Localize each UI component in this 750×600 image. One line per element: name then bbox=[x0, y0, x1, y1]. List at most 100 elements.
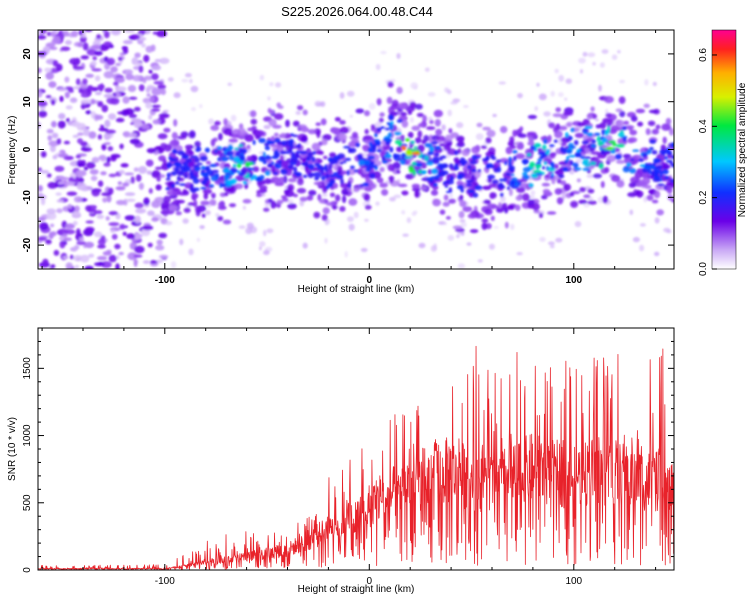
spectrogram-cell bbox=[74, 57, 81, 66]
spectrogram-cell bbox=[504, 221, 509, 229]
spectrogram-cell bbox=[370, 124, 376, 130]
spectrogram-cell bbox=[669, 178, 674, 183]
spectrogram-cell bbox=[430, 141, 438, 145]
spectrogram-cell bbox=[446, 148, 457, 156]
spectrogram-cell bbox=[491, 179, 499, 185]
spectrogram-cell bbox=[427, 150, 435, 156]
spectrogram-cell bbox=[199, 104, 203, 109]
spectrogram-cell bbox=[608, 140, 616, 144]
spectrogram-cell bbox=[530, 190, 536, 196]
spectrogram-cell bbox=[179, 166, 186, 171]
spectrogram-y-tick-label: 10 bbox=[22, 96, 33, 108]
spectrogram-cell bbox=[439, 209, 446, 215]
spectrogram-cell bbox=[134, 215, 141, 224]
spectrogram-cell bbox=[105, 216, 110, 221]
spectrogram-cell bbox=[401, 190, 409, 196]
spectrogram-cell bbox=[626, 162, 632, 168]
spectrogram-cell bbox=[364, 204, 372, 210]
spectrogram-cell bbox=[328, 174, 337, 178]
spectrogram-cell bbox=[102, 251, 112, 256]
spectrogram-cell bbox=[146, 93, 151, 97]
spectrogram-cell bbox=[490, 154, 495, 159]
spectrogram-cell bbox=[578, 199, 588, 204]
spectrogram-cell bbox=[108, 113, 117, 120]
spectrogram-cell bbox=[381, 155, 386, 162]
spectrogram-cell bbox=[606, 146, 614, 151]
spectrogram-cell bbox=[224, 192, 229, 197]
spectrogram-cell bbox=[236, 163, 242, 168]
spectrogram-cell bbox=[188, 248, 194, 256]
spectrogram-cell bbox=[606, 123, 611, 128]
spectrogram-cell bbox=[267, 96, 271, 101]
spectrogram-cell bbox=[401, 145, 407, 151]
spectrogram-cell bbox=[51, 120, 57, 128]
spectrogram-cell bbox=[467, 189, 475, 194]
spectrogram-cell bbox=[450, 175, 454, 182]
spectrogram-cell bbox=[247, 127, 256, 132]
spectrogram-cell bbox=[263, 250, 270, 256]
spectrogram-cell bbox=[311, 142, 321, 151]
spectrogram-cell bbox=[98, 127, 109, 132]
spectrogram-cell bbox=[602, 137, 608, 143]
spectrogram-cell bbox=[55, 192, 62, 196]
spectrogram-cell bbox=[666, 229, 672, 234]
spectrogram-cell bbox=[127, 252, 138, 261]
spectrogram-cell bbox=[396, 119, 403, 123]
spectrogram-cell bbox=[434, 152, 440, 157]
spectrogram-cell bbox=[630, 158, 635, 162]
spectrogram-cell bbox=[163, 144, 172, 152]
spectrogram-cell bbox=[293, 166, 298, 173]
spectrogram-cell bbox=[108, 254, 117, 263]
spectrogram-cell bbox=[94, 50, 103, 56]
spectrogram-cell bbox=[443, 194, 449, 201]
spectrogram-cell bbox=[242, 205, 246, 210]
spectrogram-cell bbox=[156, 175, 161, 182]
spectrogram-cell bbox=[150, 171, 160, 176]
spectrogram-cell bbox=[122, 231, 127, 236]
spectrogram-cell bbox=[401, 120, 409, 128]
spectrogram-cell bbox=[508, 167, 515, 173]
spectrogram-cell bbox=[617, 119, 625, 128]
spectrogram-cell bbox=[301, 135, 308, 142]
spectrogram-cell bbox=[424, 142, 433, 148]
spectrogram-cell bbox=[508, 160, 512, 167]
spectrogram-cell bbox=[232, 128, 241, 136]
spectrogram-cell bbox=[313, 171, 322, 179]
spectrogram-cell bbox=[90, 61, 97, 66]
spectrogram-cell bbox=[246, 144, 251, 150]
spectrogram-cell bbox=[313, 211, 321, 219]
spectrogram-cell bbox=[632, 236, 641, 243]
spectrogram-cell bbox=[97, 101, 104, 107]
spectrogram-cell bbox=[338, 133, 348, 142]
spectrogram-cell bbox=[193, 199, 198, 208]
spectrogram-cell bbox=[617, 138, 623, 145]
spectrogram-cell bbox=[526, 152, 532, 157]
spectrogram-cell bbox=[363, 135, 374, 141]
spectrogram-cell bbox=[85, 220, 94, 224]
spectrogram-cell bbox=[130, 176, 135, 184]
spectrogram-cell bbox=[133, 254, 143, 258]
spectrogram-cell bbox=[168, 204, 178, 211]
spectrogram-cell bbox=[240, 169, 247, 173]
spectrogram-cell bbox=[339, 92, 345, 99]
spectrogram-cell bbox=[235, 175, 245, 182]
spectrogram-cell bbox=[508, 156, 512, 163]
spectrogram-cell bbox=[342, 160, 347, 164]
spectrogram-cell bbox=[40, 170, 50, 174]
spectrogram-cell bbox=[542, 144, 547, 151]
spectrogram-cell bbox=[289, 144, 295, 148]
spectrogram-cell bbox=[510, 223, 515, 230]
spectrogram-cell bbox=[168, 156, 173, 160]
spectrogram-cell bbox=[573, 167, 582, 171]
spectrogram-cell bbox=[459, 194, 464, 200]
spectrogram-cell bbox=[574, 152, 582, 158]
spectrogram-cell bbox=[456, 234, 460, 239]
spectrogram-cell bbox=[342, 195, 347, 204]
spectrogram-cell bbox=[498, 81, 506, 85]
spectrogram-cell bbox=[215, 213, 220, 217]
spectrogram-cell bbox=[142, 97, 152, 104]
spectrogram-cell bbox=[57, 181, 65, 185]
spectrogram-cell bbox=[151, 104, 161, 108]
spectrogram-cell bbox=[113, 81, 119, 86]
spectrogram-cell bbox=[515, 195, 523, 201]
